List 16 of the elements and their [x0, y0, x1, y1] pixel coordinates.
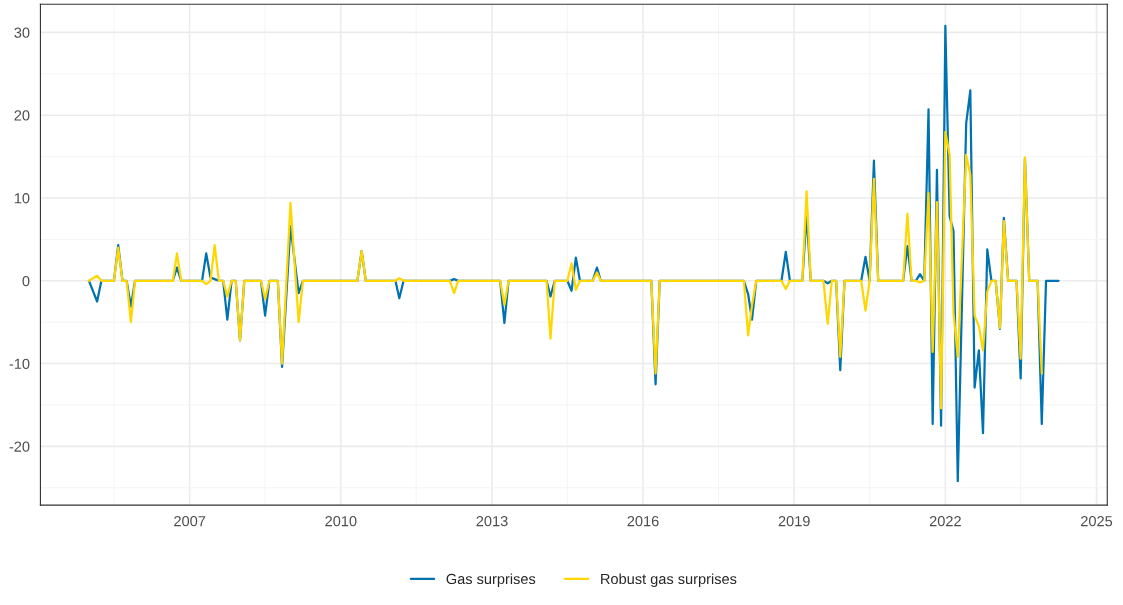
y-tick-label: 0: [22, 275, 30, 287]
x-tick-label: 2016: [627, 515, 659, 527]
y-tick-label: -10: [9, 358, 30, 370]
legend-label: Gas surprises: [446, 573, 536, 587]
x-tick-label: 2007: [174, 515, 206, 527]
y-tick-label: 20: [14, 110, 30, 121]
y-tick-label: 10: [14, 193, 30, 204]
x-tick-label: 2013: [476, 515, 508, 527]
x-tick-label: 2019: [778, 515, 810, 527]
line-series: [87, 130, 1043, 410]
legend-label: Robust gas surprises: [601, 573, 737, 587]
x-tick-label: 2025: [1081, 515, 1113, 527]
y-tick-label: -20: [9, 441, 30, 452]
y-tick-label: 30: [14, 27, 30, 38]
x-tick-label: 2022: [929, 515, 961, 527]
x-tick-label: 2010: [325, 515, 357, 527]
